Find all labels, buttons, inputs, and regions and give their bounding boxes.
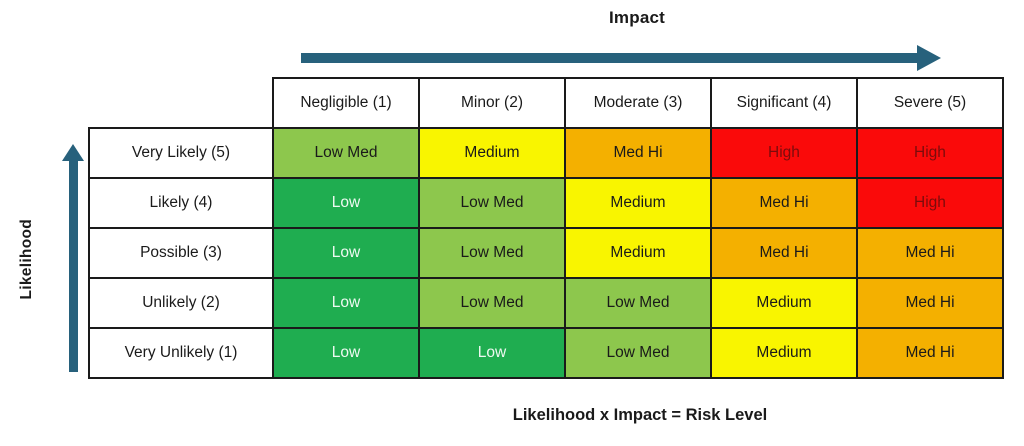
- matrix-body: Very Likely (5) Low Med Medium Med Hi High Hi…: [88, 127, 1004, 379]
- risk-cell: Medium: [564, 227, 712, 279]
- risk-cell: Low: [272, 327, 420, 379]
- risk-cell: Low: [418, 327, 566, 379]
- risk-cell: Medium: [564, 177, 712, 229]
- column-header-row: Negligible (1) Minor (2) Moderate (3) Signi…: [89, 77, 1004, 129]
- matrix-row: Unlikely (2) Low Low Med Low Med Medium Med H…: [88, 277, 1004, 329]
- risk-cell: Med Hi: [564, 127, 712, 179]
- column-header: Severe (5): [856, 77, 1004, 129]
- column-header: Minor (2): [418, 77, 566, 129]
- risk-cell: Med Hi: [856, 277, 1004, 329]
- matrix-row: Likely (4) Low Low Med Medium Med Hi High: [88, 177, 1004, 229]
- risk-cell: Low Med: [418, 227, 566, 279]
- risk-cell: Medium: [710, 277, 858, 329]
- risk-cell: Med Hi: [856, 227, 1004, 279]
- risk-cell: Low: [272, 277, 420, 329]
- risk-cell: High: [856, 127, 1004, 179]
- caption: Likelihood x Impact = Risk Level: [512, 406, 768, 424]
- risk-cell: Med Hi: [710, 227, 858, 279]
- risk-cell: Med Hi: [710, 177, 858, 229]
- row-header: Unlikely (2): [88, 277, 274, 329]
- matrix-row: Very Likely (5) Low Med Medium Med Hi High Hi…: [88, 127, 1004, 179]
- risk-cell: Low: [272, 177, 420, 229]
- risk-matrix-table: Negligible (1) Minor (2) Moderate (3) Signi…: [88, 77, 1004, 379]
- risk-cell: Low: [272, 227, 420, 279]
- risk-cell: Low Med: [418, 177, 566, 229]
- matrix-row: Possible (3) Low Low Med Medium Med Hi Med Hi: [88, 227, 1004, 279]
- row-header: Very Unlikely (1): [88, 327, 274, 379]
- risk-cell: Low Med: [564, 277, 712, 329]
- column-header: Negligible (1): [272, 77, 420, 129]
- up-arrow-head-icon: [62, 144, 84, 161]
- risk-cell: Med Hi: [856, 327, 1004, 379]
- risk-cell: Medium: [418, 127, 566, 179]
- right-arrow-shaft-icon: [301, 53, 917, 63]
- impact-axis-label: Impact: [609, 8, 665, 27]
- impact-axis-arrow: [301, 45, 941, 71]
- likelihood-axis-label: Likelihood: [18, 218, 35, 300]
- risk-cell: Low Med: [272, 127, 420, 179]
- risk-cell: Low Med: [564, 327, 712, 379]
- column-header: Significant (4): [710, 77, 858, 129]
- likelihood-axis-arrow: [62, 144, 84, 372]
- row-header: Likely (4): [88, 177, 274, 229]
- right-arrow-head-icon: [917, 45, 941, 71]
- risk-cell: Low Med: [418, 277, 566, 329]
- risk-cell: High: [710, 127, 858, 179]
- risk-cell: Medium: [710, 327, 858, 379]
- matrix-row: Very Unlikely (1) Low Low Low Med Medium Med …: [88, 327, 1004, 379]
- up-arrow-shaft-icon: [68, 161, 78, 372]
- corner-cell: [89, 78, 273, 128]
- row-header: Possible (3): [88, 227, 274, 279]
- row-header: Very Likely (5): [88, 127, 274, 179]
- risk-cell: High: [856, 177, 1004, 229]
- column-header: Moderate (3): [564, 77, 712, 129]
